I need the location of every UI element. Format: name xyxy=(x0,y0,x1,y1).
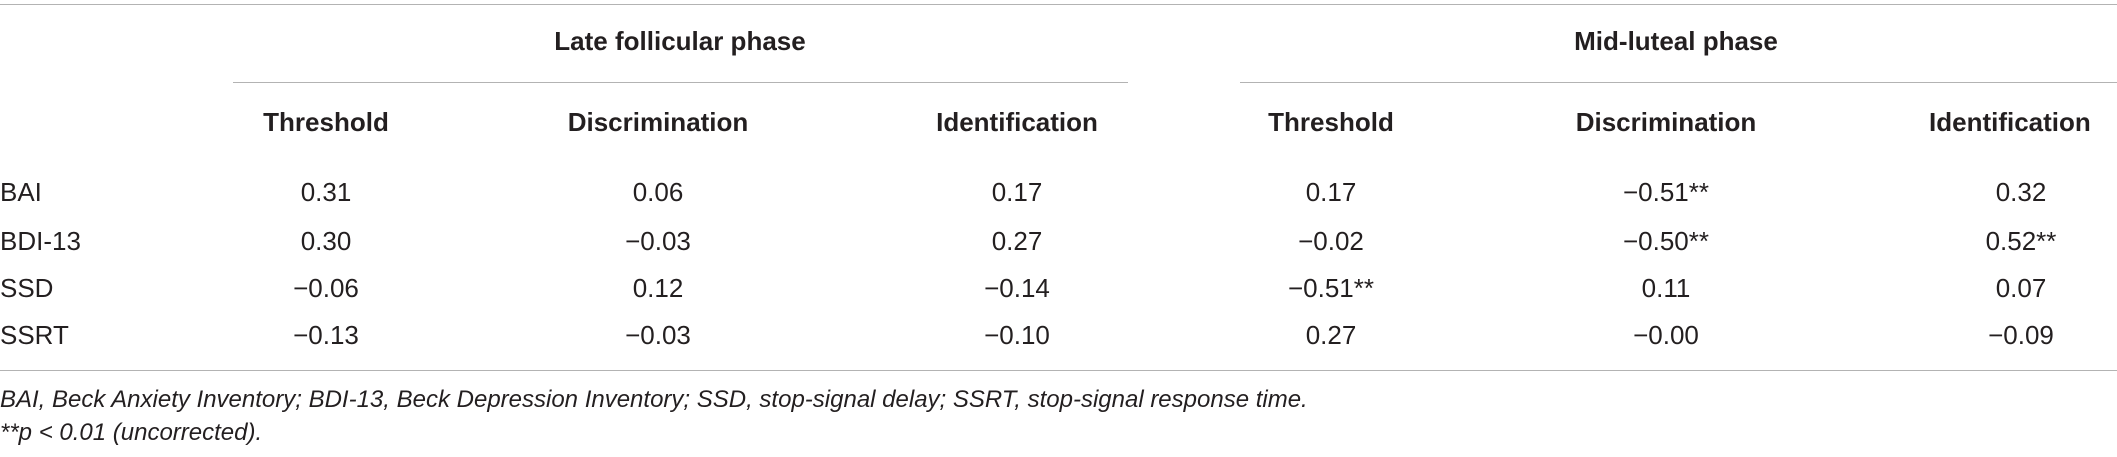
row-label: BAI xyxy=(0,177,42,207)
column-header-discrimination: Discrimination xyxy=(567,107,749,137)
table-cell: 0.27 xyxy=(991,226,1043,256)
table-cell: −0.10 xyxy=(984,320,1050,350)
table-cell: −0.03 xyxy=(625,320,691,350)
table-cell: 0.17 xyxy=(1305,177,1357,207)
column-header-threshold: Threshold xyxy=(1268,107,1394,137)
table-cell: 0.30 xyxy=(300,226,352,256)
column-header-discrimination: Discrimination xyxy=(1575,107,1757,137)
table-cell: −0.06 xyxy=(293,273,359,303)
table-cell: 0.32 xyxy=(1995,177,2047,207)
table-cell: −0.50** xyxy=(1622,226,1710,256)
table-top-rule xyxy=(0,4,2117,5)
group-header-late-follicular: Late follicular phase xyxy=(554,26,806,56)
table-cell: 0.17 xyxy=(991,177,1043,207)
table-cell: −0.03 xyxy=(625,226,691,256)
column-header-identification: Identification xyxy=(1929,107,2091,137)
column-header-identification: Identification xyxy=(936,107,1098,137)
table-cell: 0.06 xyxy=(632,177,684,207)
table-bottom-rule xyxy=(0,370,2117,371)
table-cell: 0.11 xyxy=(1641,273,1691,303)
group-rule-mid-luteal xyxy=(1240,82,2117,83)
column-header-threshold: Threshold xyxy=(263,107,389,137)
table-cell: 0.12 xyxy=(632,273,684,303)
group-header-mid-luteal: Mid-luteal phase xyxy=(1574,26,1778,56)
table-cell: 0.52** xyxy=(1985,226,2057,256)
row-label: SSD xyxy=(0,273,54,303)
table-cell: −0.14 xyxy=(984,273,1050,303)
table-footnote-significance: **p < 0.01 (uncorrected). xyxy=(0,419,263,446)
table-cell: 0.31 xyxy=(300,177,352,207)
table-cell: 0.07 xyxy=(1995,273,2047,303)
row-label: BDI-13 xyxy=(0,226,81,256)
table-cell: 0.27 xyxy=(1305,320,1357,350)
table-cell: −0.09 xyxy=(1988,320,2054,350)
table-cell: −0.02 xyxy=(1298,226,1364,256)
table-cell: −0.00 xyxy=(1633,320,1699,350)
row-label: SSRT xyxy=(0,320,69,350)
group-rule-late-follicular xyxy=(233,82,1128,83)
table-cell: −0.51** xyxy=(1622,177,1710,207)
table-cell: −0.13 xyxy=(293,320,359,350)
table-footnote-abbreviations: BAI, Beck Anxiety Inventory; BDI-13, Bec… xyxy=(0,386,1308,413)
table-cell: −0.51** xyxy=(1287,273,1375,303)
